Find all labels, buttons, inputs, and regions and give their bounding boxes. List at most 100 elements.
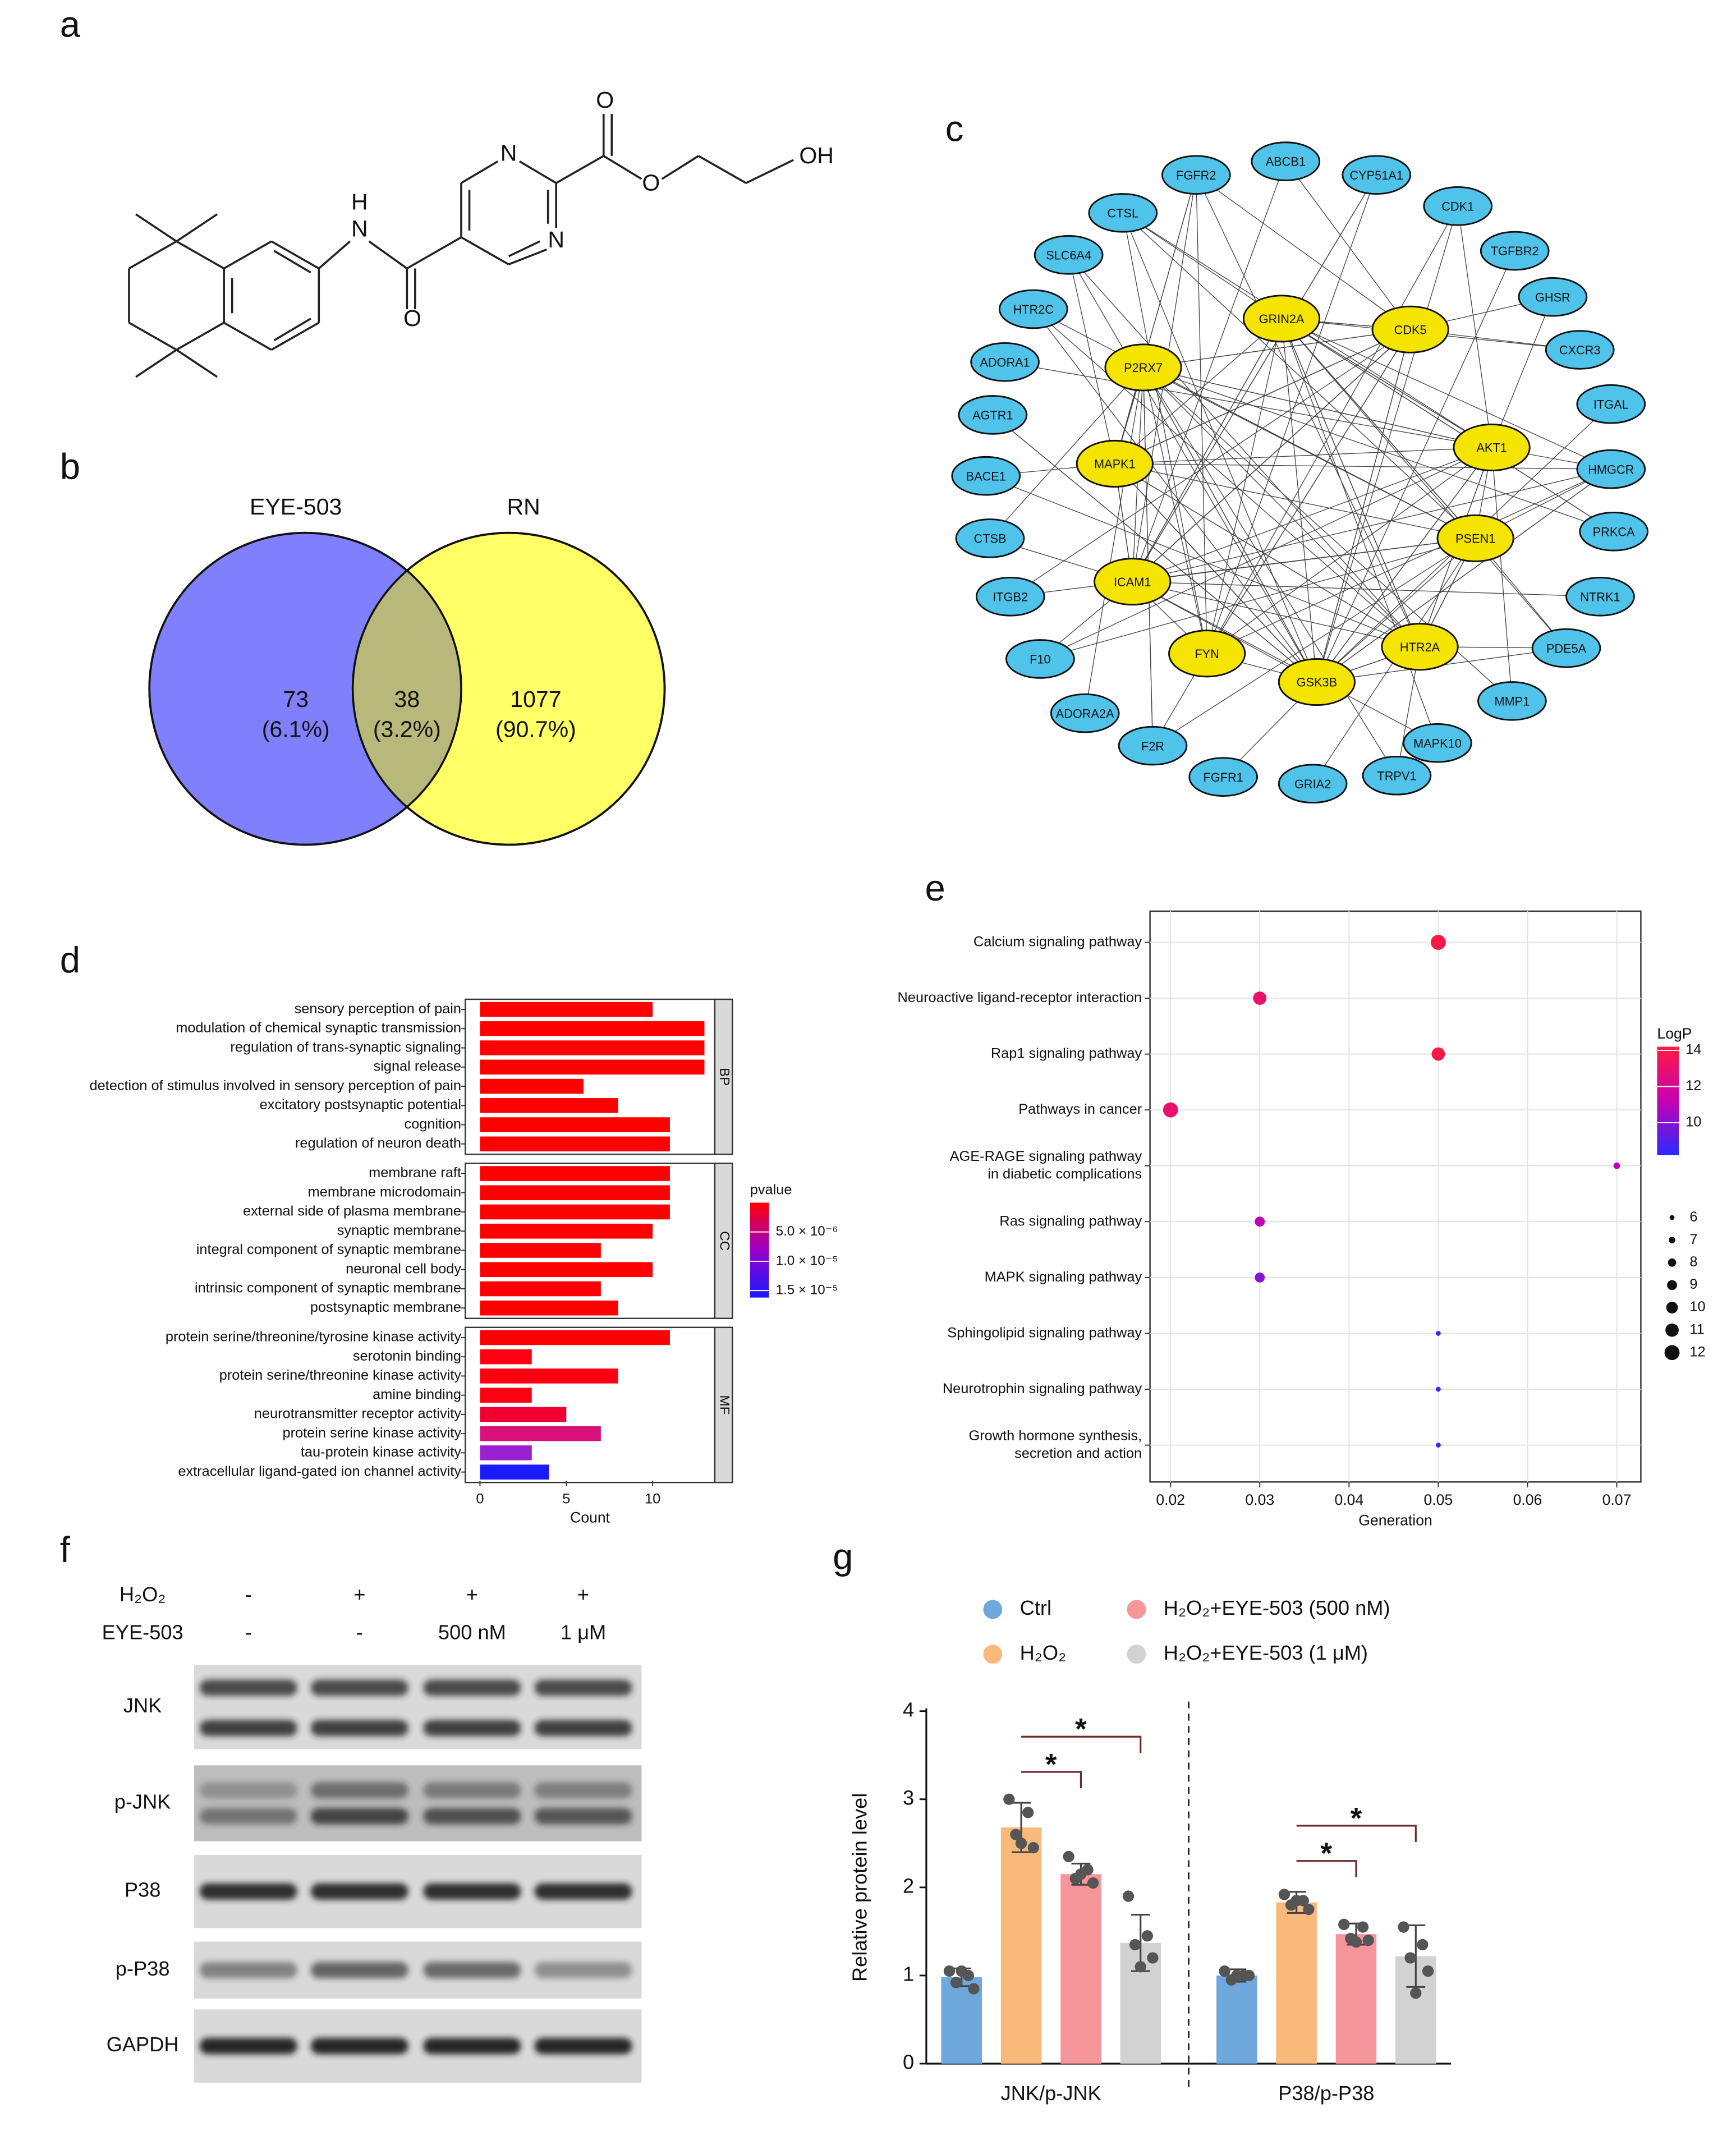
category-label: AGE-RAGE signaling pathway in diabetic c… — [950, 1149, 1142, 1182]
significance-bracket — [1021, 1735, 1142, 1753]
node-label: FGFR2 — [1176, 168, 1216, 182]
bar — [480, 1002, 653, 1017]
row-label: GAPDH — [107, 2033, 179, 2056]
network-node — [1161, 155, 1231, 195]
line — [1281, 318, 1438, 743]
node-label: GRIN2A — [1259, 312, 1305, 326]
region-percent: (90.7%) — [495, 716, 576, 742]
size-key — [1665, 1323, 1679, 1337]
line — [1132, 468, 1611, 582]
network-node — [1242, 295, 1321, 343]
network-node — [1579, 512, 1648, 552]
node-label: P2RX7 — [1124, 361, 1163, 375]
data-point — [1027, 1842, 1039, 1854]
node-label: BACE1 — [966, 469, 1006, 483]
legend-label: H₂O₂+EYE-503 (1 μM) — [1164, 1641, 1368, 1664]
atom-label: O — [596, 87, 614, 113]
set-name: RN — [507, 494, 540, 520]
x-tick-label: 0.04 — [1334, 1491, 1363, 1508]
dot — [1255, 1216, 1265, 1227]
data-point — [1290, 1895, 1302, 1907]
line — [1281, 318, 1492, 448]
panel-label: d — [60, 939, 80, 980]
node-label: TRPV1 — [1377, 769, 1416, 783]
y-axis-label: Relative protein level — [848, 1793, 871, 1982]
data-point — [1338, 1918, 1350, 1930]
data-point — [1231, 1969, 1243, 1982]
legend-label: 8 — [1689, 1254, 1697, 1270]
bar — [480, 1262, 653, 1278]
line — [1132, 447, 1492, 582]
network-node — [1436, 514, 1514, 562]
data-point — [1219, 1965, 1230, 1977]
region-percent: (3.2%) — [373, 716, 441, 742]
category-label: Neurotrophin signaling pathway — [943, 1381, 1142, 1397]
network-node — [1088, 193, 1158, 233]
x-tick-label: 0.07 — [1602, 1491, 1632, 1508]
line — [1206, 205, 1458, 654]
category-label: JNK/p-JNK — [1001, 2082, 1101, 2105]
line — [1040, 538, 1476, 660]
data-point — [1003, 1793, 1015, 1805]
node-label: HTR2A — [1400, 640, 1440, 654]
region-count: 38 — [394, 686, 420, 712]
line — [661, 155, 699, 180]
panel-label: e — [925, 867, 945, 908]
venn-outline — [148, 531, 462, 846]
bar — [480, 1040, 705, 1055]
line — [461, 160, 499, 184]
line — [1132, 318, 1282, 582]
blot-band — [310, 1720, 408, 1737]
network-node — [1371, 305, 1449, 353]
condition-name: EYE-503 — [102, 1621, 183, 1644]
line — [1132, 174, 1377, 582]
bar — [480, 1136, 670, 1152]
blot-band — [534, 1962, 632, 1978]
bar — [1335, 1934, 1377, 2064]
line — [1491, 296, 1553, 448]
line — [176, 240, 225, 270]
line — [1206, 318, 1282, 654]
region-count: 73 — [283, 686, 309, 712]
category-label: Neuroactive ligand-receptor interaction — [898, 990, 1142, 1005]
bar — [480, 1407, 567, 1422]
size-key — [1668, 1258, 1677, 1267]
line — [176, 348, 218, 378]
dot — [1435, 1386, 1441, 1392]
category-label: protein serine kinase activity — [282, 1425, 461, 1441]
line — [1196, 174, 1411, 330]
legend-label: 11 — [1689, 1321, 1704, 1337]
panel-label: f — [60, 1529, 71, 1570]
line — [508, 248, 547, 265]
line — [1142, 367, 1317, 682]
node-label: AKT1 — [1476, 441, 1507, 455]
line — [1040, 447, 1492, 660]
blot-band — [534, 1808, 632, 1825]
blot-band — [310, 1962, 408, 1978]
data-point — [1022, 1807, 1034, 1818]
y-tick-label: 2 — [903, 1874, 914, 1897]
panel-label: b — [60, 445, 80, 486]
category-label: extracellular ligand-gated ion channel a… — [178, 1463, 461, 1479]
legend-label: Ctrl — [1020, 1596, 1051, 1619]
node-label: CTSL — [1108, 206, 1139, 221]
network-node — [1531, 628, 1601, 668]
node-label: PDE5A — [1546, 641, 1587, 655]
line — [1132, 329, 1411, 582]
data-point — [1063, 1850, 1074, 1863]
line — [270, 240, 320, 270]
size-key — [1669, 1237, 1675, 1244]
network-node — [998, 289, 1068, 329]
node-label: ADORA2A — [1056, 706, 1114, 720]
line — [1143, 367, 1476, 539]
atom-label: N — [500, 140, 517, 166]
line — [406, 236, 462, 270]
line — [1457, 206, 1492, 448]
legend-label: 12 — [1686, 1078, 1701, 1094]
bar — [480, 1300, 618, 1316]
blot-band — [423, 1883, 521, 1900]
bar — [480, 1464, 549, 1480]
line — [1281, 318, 1317, 682]
blot-band — [199, 1782, 297, 1799]
